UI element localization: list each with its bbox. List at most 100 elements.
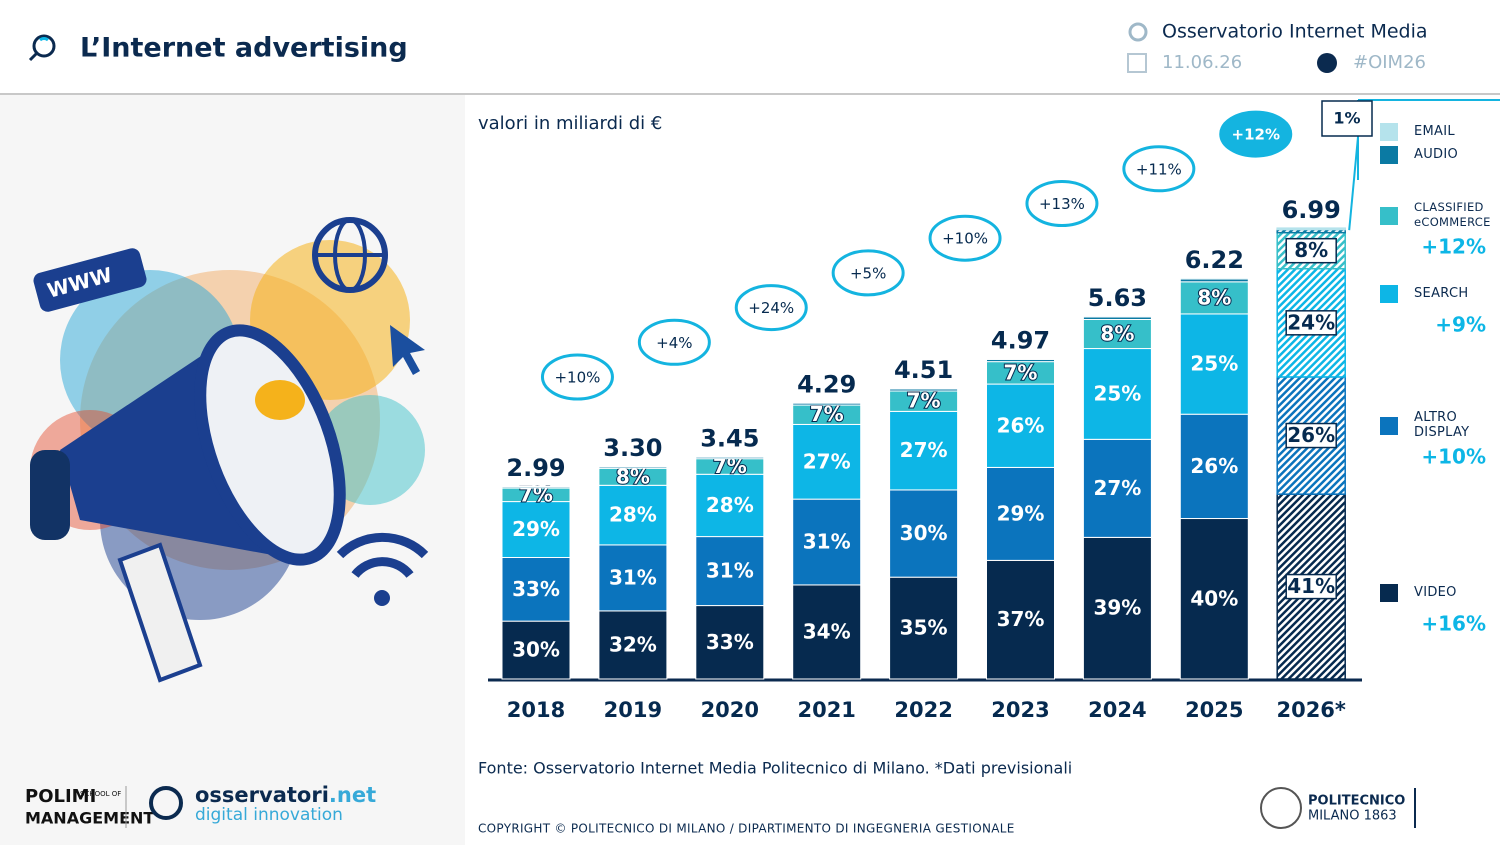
growth-oval: [928, 214, 1002, 262]
bar-segment: [501, 485, 571, 488]
bar-segment: [501, 501, 571, 559]
bar-segment: [1082, 315, 1152, 318]
segment-label: 25%: [1093, 381, 1141, 405]
bar-segment: [1276, 227, 1346, 231]
label-box: [1285, 422, 1337, 449]
segment-label: 7%: [810, 402, 844, 426]
legend-swatch: [1380, 207, 1398, 225]
logo-icon: [28, 34, 56, 62]
x-tick-label: 2019: [604, 698, 662, 722]
callout-label: 1%: [1333, 109, 1360, 128]
segment-label: 27%: [803, 449, 851, 473]
growth-oval: [831, 249, 905, 297]
growth-label: +11%: [1136, 160, 1182, 178]
growth-oval: [1219, 110, 1293, 158]
bar-segment: [695, 455, 765, 458]
legend-label-box: VIDEO: [1414, 585, 1457, 600]
x-tick-label: 2023: [991, 698, 1049, 722]
legend-growth: +12%: [1421, 235, 1486, 259]
segment-label: 24%: [1287, 310, 1335, 334]
x-tick-label: 2021: [797, 698, 855, 722]
callout-line: [1348, 136, 1359, 231]
bar-segment: [889, 576, 959, 680]
segment-label: 28%: [609, 503, 657, 527]
label-box: [1285, 310, 1337, 336]
segment-label: 7%: [1004, 360, 1038, 384]
segment-label: 35%: [900, 616, 948, 640]
growth-label: +4%: [656, 334, 692, 352]
hashtag: #OIM26: [1353, 52, 1426, 73]
growth-label: +10%: [942, 230, 988, 248]
bar-segment: [1082, 318, 1152, 350]
bar-segment: [792, 584, 862, 680]
legend-growth: +9%: [1435, 313, 1486, 337]
osservatori: osservatori.net: [195, 783, 376, 807]
total-label: 3.30: [603, 434, 662, 462]
segment-label: 8%: [1197, 285, 1231, 309]
observatory: Osservatorio Internet Media: [1162, 21, 1428, 43]
callout-box: [1321, 100, 1373, 137]
segment-label: 31%: [706, 559, 754, 583]
total-label: 6.22: [1185, 246, 1244, 274]
x-tick-label: 2024: [1088, 698, 1146, 722]
bar-segment: [1082, 438, 1152, 538]
bar-segment: [889, 410, 959, 491]
osservatori-word: osservatori: [195, 783, 329, 807]
legend-swatch: [1380, 417, 1398, 435]
polimi-seal: [1260, 787, 1302, 829]
total-label: 5.63: [1088, 284, 1147, 312]
segment-label: 39%: [1093, 596, 1141, 620]
legend-swatch: [1380, 146, 1398, 164]
segment-label: 26%: [1190, 454, 1238, 478]
segment-label: 27%: [900, 438, 948, 462]
growth-oval: [1122, 145, 1196, 193]
growth-label: +24%: [748, 299, 794, 317]
growth-oval: [637, 318, 711, 366]
x-tick-label: 2026*: [1276, 698, 1345, 722]
milano: MILANO 1863: [1308, 809, 1397, 824]
legend-label: SEARCH: [1414, 286, 1469, 301]
legend-label-box: EMAIL: [1414, 124, 1455, 139]
polimi: POLIMI: [25, 786, 96, 807]
segment-label: 41%: [1287, 574, 1335, 598]
total-label: 2.99: [506, 454, 565, 482]
legend-label-box: AUDIO: [1414, 147, 1458, 162]
segment-label: 34%: [803, 619, 851, 643]
date: 11.06.26: [1162, 52, 1242, 73]
segment-label: 28%: [706, 493, 754, 517]
bar-segment: [598, 465, 668, 468]
bar-segment: [889, 387, 959, 390]
bar-segment: [1082, 348, 1152, 440]
segment-label: 25%: [1190, 352, 1238, 376]
copyright: COPYRIGHT © POLITECNICO DI MILANO / DIPA…: [478, 822, 1015, 836]
legend-growth: +10%: [1421, 445, 1486, 469]
segment-label: 29%: [997, 501, 1045, 525]
label-box: [1285, 237, 1337, 264]
bar-segment: [1179, 277, 1249, 280]
x-tick-label: 2025: [1185, 698, 1243, 722]
growth-oval: [540, 353, 614, 401]
bar-segment: [598, 544, 668, 612]
total-label: 4.29: [797, 370, 856, 398]
bar-segment: [792, 423, 862, 500]
segment-label: 26%: [997, 413, 1045, 437]
segment-label: 30%: [512, 638, 560, 662]
total-label: 4.97: [991, 326, 1050, 354]
bar-segment: [598, 610, 668, 680]
segment-label: 30%: [900, 521, 948, 545]
x-tick-label: 2020: [701, 698, 759, 722]
x-tick-label: 2022: [894, 698, 952, 722]
school: SCHOOL OF: [80, 790, 121, 798]
growth-oval: [734, 284, 808, 332]
legend-growth: +16%: [1421, 612, 1486, 636]
legend-label: ALTRO DISPLAY: [1414, 410, 1470, 440]
segment-label: 8%: [1100, 322, 1134, 346]
bar-segment: [986, 357, 1055, 360]
x-icon: [1317, 53, 1337, 73]
bar-segment: [889, 489, 959, 578]
legend-label: VIDEO: [1414, 585, 1457, 600]
legend-label: AUDIO: [1414, 147, 1458, 162]
segment-label: 7%: [907, 389, 941, 413]
digital: digital innovation: [195, 805, 343, 825]
